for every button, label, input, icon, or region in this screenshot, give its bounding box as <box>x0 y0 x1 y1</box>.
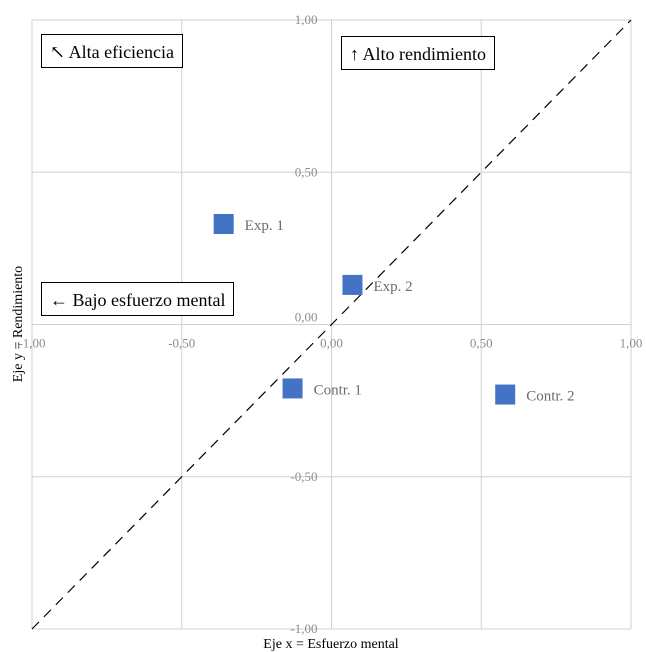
data-point-marker <box>495 384 516 405</box>
x-tick-label: -0,50 <box>168 336 195 351</box>
data-point-marker <box>342 274 363 295</box>
data-point-marker <box>213 214 234 235</box>
data-point-label: Contr. 2 <box>526 389 574 405</box>
diagonal-reference-line <box>31 19 632 630</box>
y-tick-label: 1,00 <box>295 12 318 27</box>
data-point-label: Exp. 2 <box>373 279 412 295</box>
x-axis-title: Eje x = Esfuerzo mental <box>263 637 399 652</box>
annotation-alta-eficiencia: ↖ Alta eficiencia <box>41 34 184 68</box>
data-point-label: Exp. 1 <box>245 218 284 234</box>
data-points: Exp. 1 Exp. 2 Contr. 1 Contr. 2 <box>213 214 575 405</box>
y-axis-title: Eje y = Rendimiento <box>11 266 26 382</box>
y-tick-label: 0,00 <box>295 310 318 325</box>
tick-labels: -1,00 -1,00 -0,50 -0,50 0,00 0,50 0,50 1,00 1,00… <box>18 12 642 636</box>
y-tick-label: -0,50 <box>290 469 317 484</box>
x-tick-label: 0,00 <box>320 336 343 351</box>
x-tick-label: 0,50 <box>470 336 493 351</box>
y-tick-label: -1,00 <box>290 621 317 636</box>
data-point-marker <box>282 378 303 399</box>
y-tick-label: 0,50 <box>295 164 318 179</box>
annotation-bajo-esfuerzo-mental: ← Bajo esfuerzo mental <box>41 282 235 316</box>
data-point-label: Contr. 1 <box>314 382 362 398</box>
x-tick-label: -1,00 <box>18 336 45 351</box>
annotation-alto-rendimiento: ↑ Alto rendimiento <box>341 36 495 70</box>
x-tick-label: 1,00 <box>620 336 643 351</box>
